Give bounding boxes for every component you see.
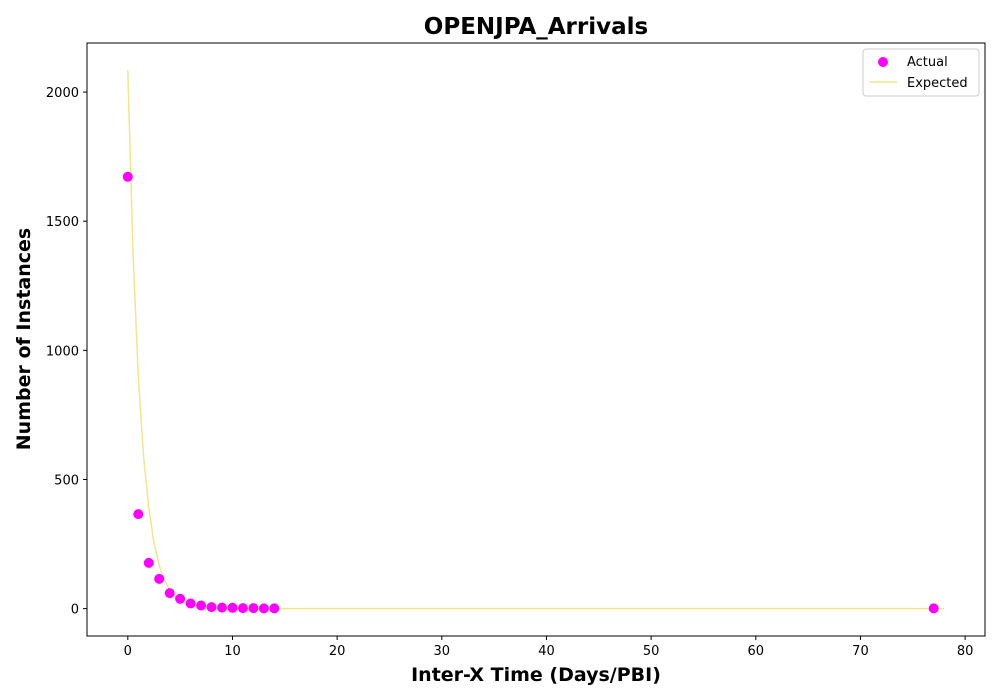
legend: Actual Expected <box>862 48 980 97</box>
legend-actual-label: Actual <box>907 55 948 70</box>
chart-title: OPENJPA_Arrivals <box>424 14 648 40</box>
legend-box <box>862 48 980 97</box>
actual-point <box>175 593 186 604</box>
y-tick-label: 500 <box>54 473 79 488</box>
plot-area <box>122 70 945 614</box>
actual-point <box>133 509 144 520</box>
x-tick-label: 60 <box>748 644 765 659</box>
actual-point <box>237 603 248 614</box>
actual-point <box>217 602 227 613</box>
x-axis-ticks: 0 10 20 30 40 50 60 70 80 <box>124 636 974 659</box>
actual-point <box>928 603 939 614</box>
legend-expected-label: Expected <box>907 76 968 91</box>
x-axis-label: Inter-X Time (Days/PBI) <box>411 664 661 686</box>
y-tick-label: 1000 <box>46 344 79 359</box>
y-tick-label: 1500 <box>46 215 79 230</box>
y-tick-label: 0 <box>71 603 79 618</box>
actual-point <box>154 573 165 584</box>
y-tick-label: 2000 <box>46 86 79 101</box>
actual-point <box>143 557 154 568</box>
x-tick-label: 40 <box>538 644 555 659</box>
actual-point <box>227 602 238 613</box>
actual-point <box>122 171 133 182</box>
actual-point <box>269 603 280 614</box>
expected-line <box>127 70 945 610</box>
x-tick-label: 30 <box>434 644 451 659</box>
x-tick-label: 0 <box>124 644 132 659</box>
actual-point <box>258 603 269 614</box>
x-tick-label: 70 <box>852 644 869 659</box>
actual-point <box>164 588 175 599</box>
actual-point <box>248 603 259 614</box>
y-axis-label: Number of Instances <box>13 228 35 450</box>
actual-point <box>196 600 207 611</box>
axes-frame <box>86 42 986 637</box>
actual-point <box>206 602 217 613</box>
actual-point <box>185 598 196 609</box>
legend-actual-marker <box>878 57 888 67</box>
y-axis-ticks: 0 500 1000 1500 2000 <box>46 86 87 618</box>
x-tick-label: 50 <box>643 644 660 659</box>
x-tick-label: 10 <box>224 644 241 659</box>
x-tick-label: 80 <box>957 644 974 659</box>
x-tick-label: 20 <box>329 644 346 659</box>
